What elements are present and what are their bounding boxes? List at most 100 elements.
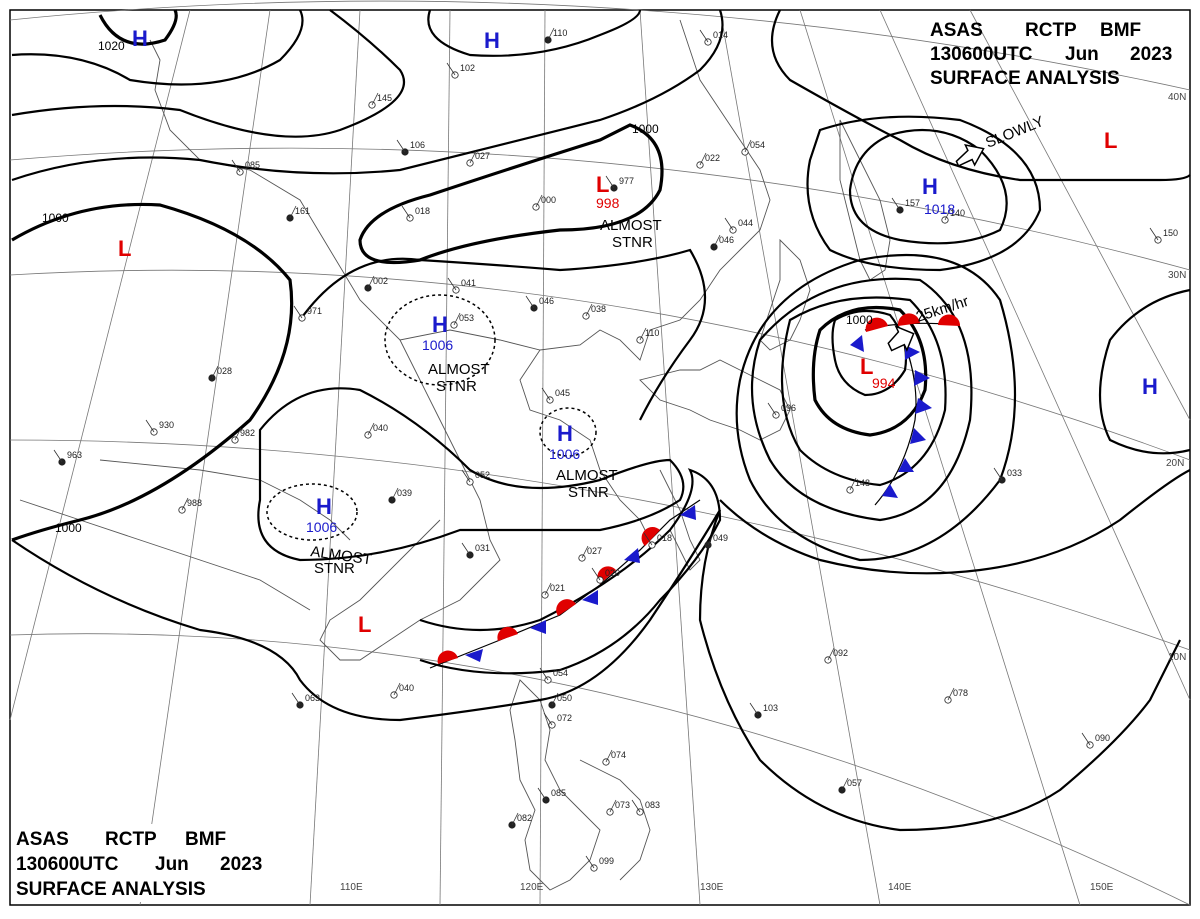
wind-barb: [391, 487, 399, 501]
station-pressure-value: 930: [159, 420, 174, 430]
footer-code: BMF: [185, 829, 226, 850]
wind-barb: [367, 275, 375, 289]
isobar-label: 1000: [42, 211, 69, 225]
wind-barb: [393, 682, 401, 696]
footer-month: Jun: [155, 854, 189, 875]
station-plot: 054: [741, 139, 765, 156]
wind-barb: [53, 449, 63, 463]
warm-front-symbols-east: [865, 313, 961, 332]
wind-barb: [145, 419, 155, 433]
station-pressure-value: 090: [1095, 733, 1110, 743]
station-plot: 106: [396, 139, 425, 156]
wind-barb: [401, 205, 411, 219]
wind-barb: [581, 545, 589, 559]
wind-barb: [591, 567, 601, 581]
station-pressure-value: 145: [377, 93, 392, 103]
station-plot: 082: [508, 812, 532, 829]
header-title-block: ASAS RCTP BMF 130600UTC Jun 2023 SURFACE…: [930, 20, 1172, 89]
annotation: ALMOST: [600, 217, 662, 234]
wind-barb: [461, 542, 471, 556]
station-plot: 063: [291, 692, 320, 709]
cold-front-symbols-east: [850, 335, 932, 498]
station-plot: 096: [767, 402, 796, 419]
station-pressure-value: 073: [615, 800, 630, 810]
wind-barb: [841, 777, 849, 791]
wind-barb: [544, 582, 552, 596]
station-plot: 040: [390, 682, 414, 699]
station-plot: 046: [710, 234, 734, 251]
station-plot: 099: [585, 855, 614, 872]
wind-barb: [535, 194, 543, 208]
station-pressure-value: 052: [475, 470, 490, 480]
annotation: STNR: [612, 234, 653, 251]
center-pressure-value: 1006: [549, 446, 580, 462]
lat-label: 10N: [1168, 652, 1186, 663]
station-pressure-value: 157: [905, 198, 920, 208]
station-pressure-value: 033: [1007, 468, 1022, 478]
station-pressure-value: 054: [553, 668, 568, 678]
station-pressure-value: 053: [459, 313, 474, 323]
station-plot: 150: [1149, 227, 1178, 244]
isobar-labels: 1020 1000 1000 1000 1000: [42, 39, 873, 535]
station-pressure-value: 018: [415, 206, 430, 216]
station-pressure-value: 971: [307, 306, 322, 316]
header-month: Jun: [1065, 44, 1099, 65]
station-pressure-value: 044: [738, 218, 753, 228]
station-pressure-value: 040: [373, 423, 388, 433]
map-frame: [9, 9, 1191, 906]
wind-barb: [849, 477, 857, 491]
wind-barb: [525, 295, 535, 309]
isobar-label: 1000: [846, 313, 873, 327]
wind-barb: [541, 387, 551, 401]
lon-label: 130E: [700, 882, 724, 893]
wind-barb: [585, 855, 595, 869]
header-agency: ASAS: [930, 20, 983, 41]
station-pressure-value: 106: [410, 140, 425, 150]
station-plot: 046: [525, 295, 554, 312]
station-pressure-value: 085: [551, 788, 566, 798]
station-pressure-value: 078: [953, 688, 968, 698]
dashed-circulations: [266, 294, 597, 541]
station-pressure-value: 102: [460, 63, 475, 73]
station-pressure-value: 963: [67, 450, 82, 460]
annotation: STNR: [314, 560, 355, 577]
footer-year: 2023: [220, 854, 262, 875]
center-pressure-value: 994: [872, 375, 896, 391]
station-pressure-value: 099: [599, 856, 614, 866]
station-plot: 110: [636, 327, 659, 344]
wind-barb: [767, 402, 777, 416]
station-pressure-value: 063: [305, 693, 320, 703]
wind-barb: [605, 175, 615, 189]
lon-label: 140E: [888, 882, 912, 893]
station-pressure-value: 096: [781, 403, 796, 413]
wind-barb: [289, 205, 297, 219]
station-pressure-value: 027: [587, 546, 602, 556]
isobar-1000-west: [11, 202, 294, 542]
station-plot: 031: [461, 542, 490, 559]
station-plot: 078: [944, 687, 968, 704]
grid-labels: 110E 120E 130E 140E 150E 40N 30N 20N 10N: [340, 92, 1186, 893]
station-pressure-value: 103: [763, 703, 778, 713]
motion-arrow-east-low: [887, 325, 915, 352]
lat-10n: [9, 439, 1191, 651]
station-plot: 157: [891, 197, 920, 214]
lon-label: 110E: [340, 882, 363, 893]
isobar-label: 1000: [55, 521, 82, 535]
station-plot: 090: [1081, 732, 1110, 749]
station-pressure-value: 148: [855, 478, 870, 488]
high-pressure-center: H: [557, 421, 573, 446]
low-pressure-center: L: [596, 172, 609, 197]
station-plot: 040: [364, 422, 388, 439]
wind-barb: [543, 712, 553, 726]
lon-label: 120E: [520, 882, 544, 893]
center-pressure-value: 1006: [422, 337, 453, 353]
station-pressure-value: 038: [591, 304, 606, 314]
station-pressure-value: 074: [611, 750, 626, 760]
wind-barb: [291, 692, 301, 706]
wind-barb: [609, 799, 617, 813]
station-plot: 052: [461, 469, 490, 486]
footer-title-block: ASAS RCTP BMF 130600UTC Jun 2023 SURFACE…: [12, 824, 274, 902]
isobar-1000-low-east: [811, 305, 928, 437]
isobars: [11, 9, 1191, 832]
